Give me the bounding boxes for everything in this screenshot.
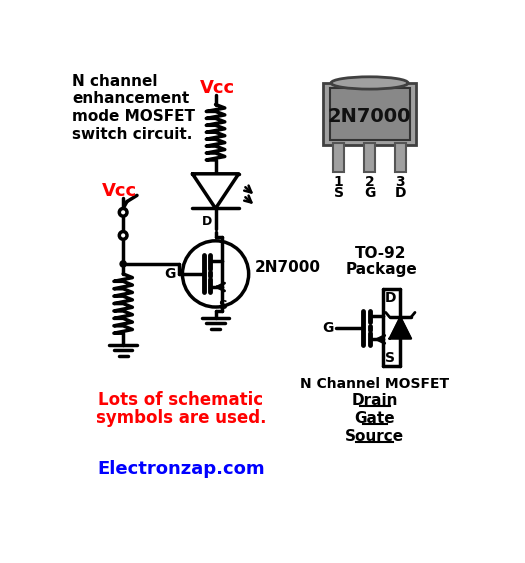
Text: Package: Package	[345, 262, 417, 276]
Circle shape	[119, 208, 127, 216]
Circle shape	[183, 241, 249, 307]
Text: 2N7000: 2N7000	[255, 260, 321, 275]
Polygon shape	[193, 174, 239, 208]
Text: 2N7000: 2N7000	[328, 106, 411, 126]
Text: Vcc: Vcc	[102, 181, 137, 199]
Bar	[333, 143, 344, 172]
Text: G: G	[322, 321, 333, 335]
Bar	[330, 88, 410, 140]
Text: Gate: Gate	[354, 411, 395, 426]
Text: symbols are used.: symbols are used.	[96, 409, 266, 427]
Text: Vcc: Vcc	[201, 79, 235, 97]
Text: Lots of schematic: Lots of schematic	[98, 391, 264, 409]
Text: G: G	[164, 267, 175, 281]
Text: N Channel MOSFET: N Channel MOSFET	[300, 377, 449, 391]
Text: 1: 1	[334, 175, 344, 189]
Ellipse shape	[331, 77, 408, 89]
Text: Drain: Drain	[352, 394, 398, 408]
Text: mode MOSFET: mode MOSFET	[72, 109, 195, 124]
Text: switch circuit.: switch circuit.	[72, 127, 193, 142]
Bar	[395, 143, 406, 172]
Text: Source: Source	[345, 428, 404, 444]
Text: S: S	[334, 186, 344, 200]
Bar	[364, 143, 375, 172]
Text: Electronzap.com: Electronzap.com	[97, 461, 265, 478]
Text: TO-92: TO-92	[355, 246, 407, 261]
Bar	[323, 83, 416, 145]
Text: 2: 2	[365, 175, 374, 189]
Text: S: S	[218, 300, 227, 312]
Text: enhancement: enhancement	[72, 91, 190, 106]
Circle shape	[120, 261, 126, 267]
Text: N channel: N channel	[72, 74, 158, 89]
Text: 3: 3	[395, 175, 405, 189]
Text: G: G	[364, 186, 375, 200]
Text: S: S	[385, 351, 395, 365]
Polygon shape	[390, 317, 411, 338]
Text: D: D	[202, 215, 213, 227]
Text: D: D	[395, 186, 406, 200]
Circle shape	[119, 231, 127, 239]
Text: D: D	[385, 291, 396, 305]
